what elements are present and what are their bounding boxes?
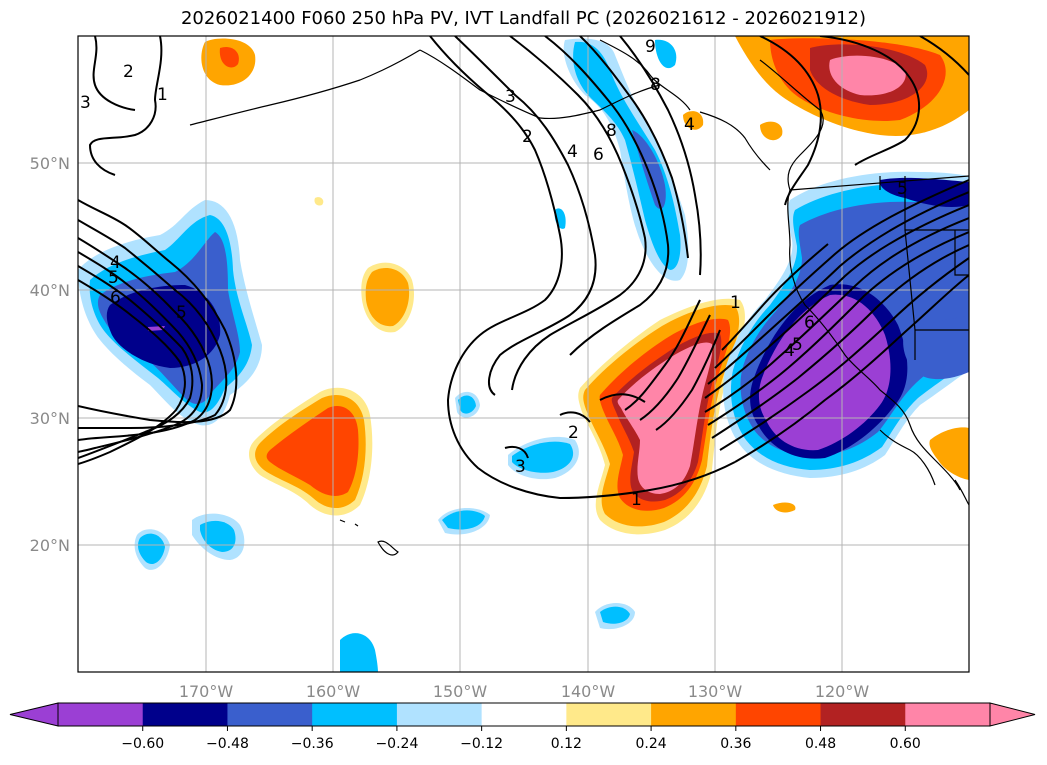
contour-label-layer: 2 1 3 4 5 6 3 2 4 6 8 9 8 4 5 6 2 3 1 1 … — [80, 37, 908, 510]
colorbar-swatch — [735, 703, 822, 726]
contour-label: 6 — [804, 313, 815, 333]
contour-label: 8 — [650, 75, 661, 95]
contour-label: 5 — [792, 335, 803, 355]
colorbar-swatch — [566, 703, 652, 726]
coastlines — [189, 39, 969, 556]
contour-label: 2 — [123, 62, 134, 82]
colorbar-swatch — [312, 703, 398, 726]
contour-label: 9 — [645, 37, 656, 57]
contour-label: 3 — [515, 457, 526, 477]
contour-label: 5 — [108, 268, 119, 288]
colorbar-tick-label: 0.12 — [551, 736, 582, 752]
colorbar-tick-label: −0.24 — [375, 736, 418, 752]
contour-label: 1 — [157, 85, 168, 105]
latitude-labels: 20°N 30°N 40°N 50°N — [30, 154, 70, 555]
lat-tick-label: 50°N — [30, 154, 70, 173]
map-title: 2026021400 F060 250 hPa PV, IVT Landfall… — [180, 8, 867, 29]
lon-tick-label: 140°W — [561, 682, 616, 701]
colorbar-tick-label: 0.60 — [890, 736, 921, 752]
colorbar-swatch — [905, 703, 991, 726]
colorbar-swatch — [481, 703, 567, 726]
colorbar-extend-high — [989, 702, 1036, 727]
colorbar-swatch — [396, 703, 483, 726]
contour-label: 1 — [631, 490, 642, 510]
contour-label: 6 — [110, 288, 121, 308]
contour-label: 2 — [568, 423, 579, 443]
pv-anomaly-positive-north — [201, 38, 256, 86]
lon-tick-label: 130°W — [688, 682, 743, 701]
pv-anomaly-positive-northeast — [683, 36, 969, 141]
lat-tick-label: 30°N — [30, 409, 70, 428]
lon-tick-label: 150°W — [433, 682, 488, 701]
colorbar-tick-label: −0.60 — [121, 736, 164, 752]
contour-label: 4 — [784, 341, 795, 361]
map-plot-area: 2 1 3 4 5 6 3 2 4 6 8 9 8 4 5 6 2 3 1 1 … — [78, 36, 969, 672]
contour-label: 5 — [897, 179, 908, 199]
lon-tick-label: 120°W — [815, 682, 870, 701]
colorbar-tick-label: 0.36 — [720, 736, 751, 752]
colorbar-tick-label: −0.36 — [291, 736, 334, 752]
lon-tick-label: 170°W — [179, 682, 234, 701]
colorbar-tick-label: −0.12 — [460, 736, 503, 752]
contour-label: 2 — [522, 127, 533, 147]
pv-anomaly-positive-central — [361, 262, 415, 333]
lon-tick-label: 160°W — [306, 682, 361, 701]
colorbar-outline — [57, 702, 991, 727]
map-frame — [77, 35, 970, 673]
contour-label: 3 — [505, 87, 516, 107]
pv-anomaly-small-features — [134, 197, 635, 672]
longitude-labels: 170°W 160°W 150°W 140°W 130°W 120°W — [179, 682, 870, 701]
colorbar-swatch — [820, 703, 906, 726]
colorbar-swatch — [142, 703, 228, 726]
ivt-contours — [78, 36, 969, 500]
pv-anomaly-negative-north — [563, 38, 689, 281]
colorbar-swatch — [227, 703, 313, 726]
pv-anomaly-negative-west — [78, 200, 262, 426]
colorbar-tick-label: 0.48 — [805, 736, 836, 752]
colorbar-swatch — [58, 703, 144, 726]
contour-label: 1 — [730, 293, 741, 313]
colorbar-swatch — [651, 703, 737, 726]
contour-label: 4 — [110, 253, 121, 273]
colorbar-tick-label: −0.48 — [206, 736, 249, 752]
contour-label: 8 — [606, 121, 617, 141]
contour-label: 6 — [593, 145, 604, 165]
contour-label: 5 — [176, 303, 187, 323]
colorbar-extend-low — [9, 702, 59, 727]
colorbar: −0.60 −0.48 −0.36 −0.24 −0.12 0.12 0.24 0.36 0.4… — [9, 702, 1036, 752]
lat-tick-label: 40°N — [30, 281, 70, 300]
contour-label: 4 — [567, 142, 578, 162]
contour-label: 3 — [80, 93, 91, 113]
contour-label: 4 — [684, 115, 695, 135]
colorbar-tick-label: 0.24 — [636, 736, 667, 752]
pv-anomaly-positive-east — [578, 298, 796, 535]
lat-tick-label: 20°N — [30, 536, 70, 555]
pv-anomaly-positive-southwest — [248, 387, 373, 516]
